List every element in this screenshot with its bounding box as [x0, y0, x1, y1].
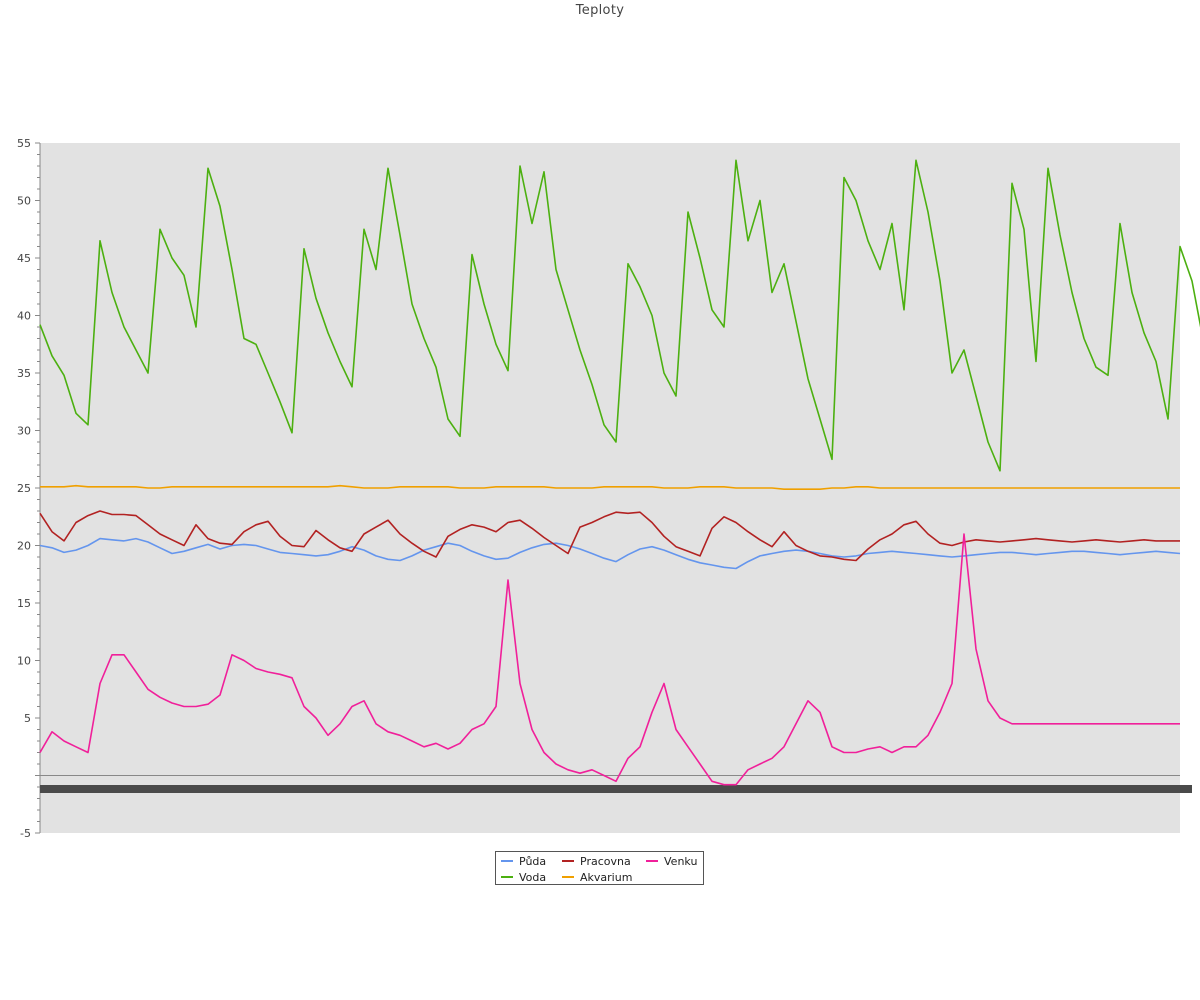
- legend-swatch: [501, 860, 513, 862]
- y-tick-label: 30: [17, 425, 31, 438]
- legend-label: Venku: [664, 855, 698, 868]
- y-tick-label: -5: [20, 827, 31, 840]
- legend-item: Venku: [646, 855, 697, 868]
- chart-title: Teploty: [575, 3, 625, 18]
- y-tick-label: 10: [17, 655, 31, 668]
- y-tick-label: 5: [24, 712, 31, 725]
- y-tick-label: 45: [17, 252, 31, 265]
- y-tick-label: 55: [17, 137, 31, 150]
- x-tick-band: [40, 785, 1192, 793]
- y-tick-label: 25: [17, 482, 31, 495]
- legend-label: Pracovna: [580, 855, 631, 868]
- legend-swatch: [562, 860, 574, 862]
- series-group: [39, 159, 1200, 786]
- legend-label: Akvarium: [580, 871, 633, 884]
- legend-item: Půda: [501, 855, 546, 868]
- legend-swatch: [501, 876, 513, 878]
- series-line-3: [40, 484, 1180, 490]
- y-axis: -5 5 10 15 20 25 30 35 40 45 50 55: [17, 137, 41, 840]
- legend-item: Voda: [501, 871, 546, 884]
- legend-swatch: [562, 876, 574, 878]
- series-line-0: [39, 537, 1181, 570]
- y-tick-label: 40: [17, 310, 31, 323]
- legend-label: Voda: [519, 871, 547, 884]
- legend: Půda Voda Pracovna Akvarium Venku: [495, 851, 704, 885]
- y-tick-label: 20: [17, 540, 31, 553]
- series-line-2: [39, 510, 1180, 562]
- y-tick-label: 35: [17, 367, 31, 380]
- legend-item: Akvarium: [562, 871, 632, 884]
- series-line-4: [39, 533, 1180, 786]
- legend-item: Pracovna: [562, 855, 631, 868]
- y-tick-label: 15: [17, 597, 31, 610]
- legend-swatch: [646, 860, 658, 862]
- legend-label: Půda: [519, 855, 547, 868]
- y-tick-label: 50: [17, 195, 31, 208]
- series-line-1: [39, 159, 1200, 472]
